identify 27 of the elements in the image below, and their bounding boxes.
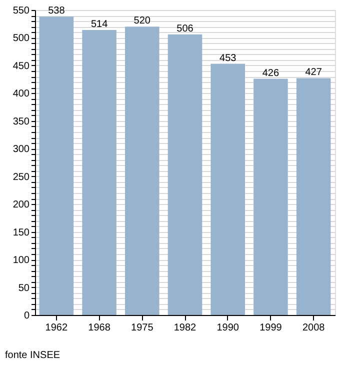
y-tick-label: 450 — [12, 60, 30, 72]
y-tick-label: 250 — [12, 172, 30, 183]
data-label: 520 — [134, 16, 151, 27]
data-label: 538 — [48, 6, 66, 17]
y-tick-label: 400 — [12, 88, 30, 100]
y-tick-label: 300 — [12, 144, 30, 156]
x-tick-label: 1975 — [131, 322, 154, 334]
data-label: 426 — [262, 68, 280, 79]
data-label: 506 — [176, 23, 194, 34]
x-tick-label: 1982 — [174, 322, 197, 334]
x-tick-label: 1962 — [45, 322, 68, 334]
y-tick-label: 50 — [18, 282, 30, 294]
data-label: 514 — [90, 18, 108, 30]
x-tick-label: 1999 — [260, 322, 282, 334]
y-tick-label: 150 — [12, 227, 30, 238]
y-tick-label: 550 — [12, 6, 30, 16]
data-label: 427 — [305, 67, 322, 78]
data-label: 453 — [220, 52, 237, 64]
y-tick-label: 500 — [12, 33, 30, 44]
x-tick-label: 2008 — [302, 322, 326, 334]
y-tick-label: 350 — [12, 116, 30, 128]
y-tick-label: 100 — [12, 255, 30, 266]
source-note: fonte INSEE — [5, 350, 60, 361]
x-tick-label: 1968 — [88, 322, 111, 334]
y-tick-label: 0 — [24, 310, 30, 322]
x-tick-label: 1990 — [216, 322, 240, 334]
y-tick-label: 200 — [12, 200, 30, 211]
